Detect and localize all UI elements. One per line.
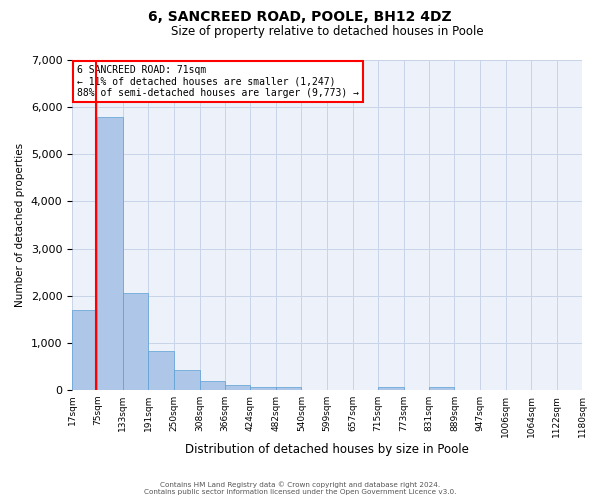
Bar bbox=[225, 386, 250, 390]
Bar bbox=[174, 370, 200, 390]
Bar bbox=[148, 352, 174, 390]
Text: 6, SANCREED ROAD, POOLE, BH12 4DZ: 6, SANCREED ROAD, POOLE, BH12 4DZ bbox=[148, 10, 452, 24]
Text: 6 SANCREED ROAD: 71sqm
← 11% of detached houses are smaller (1,247)
88% of semi-: 6 SANCREED ROAD: 71sqm ← 11% of detached… bbox=[77, 65, 359, 98]
Bar bbox=[200, 381, 225, 390]
Bar bbox=[250, 386, 276, 390]
Y-axis label: Number of detached properties: Number of detached properties bbox=[15, 143, 25, 307]
Text: Contains HM Land Registry data © Crown copyright and database right 2024.
Contai: Contains HM Land Registry data © Crown c… bbox=[144, 482, 456, 495]
Bar bbox=[429, 387, 454, 390]
Title: Size of property relative to detached houses in Poole: Size of property relative to detached ho… bbox=[170, 25, 484, 38]
Bar bbox=[97, 116, 123, 390]
Bar bbox=[123, 294, 148, 390]
X-axis label: Distribution of detached houses by size in Poole: Distribution of detached houses by size … bbox=[185, 442, 469, 456]
Bar bbox=[72, 310, 97, 390]
Bar bbox=[378, 386, 404, 390]
Bar bbox=[276, 387, 301, 390]
